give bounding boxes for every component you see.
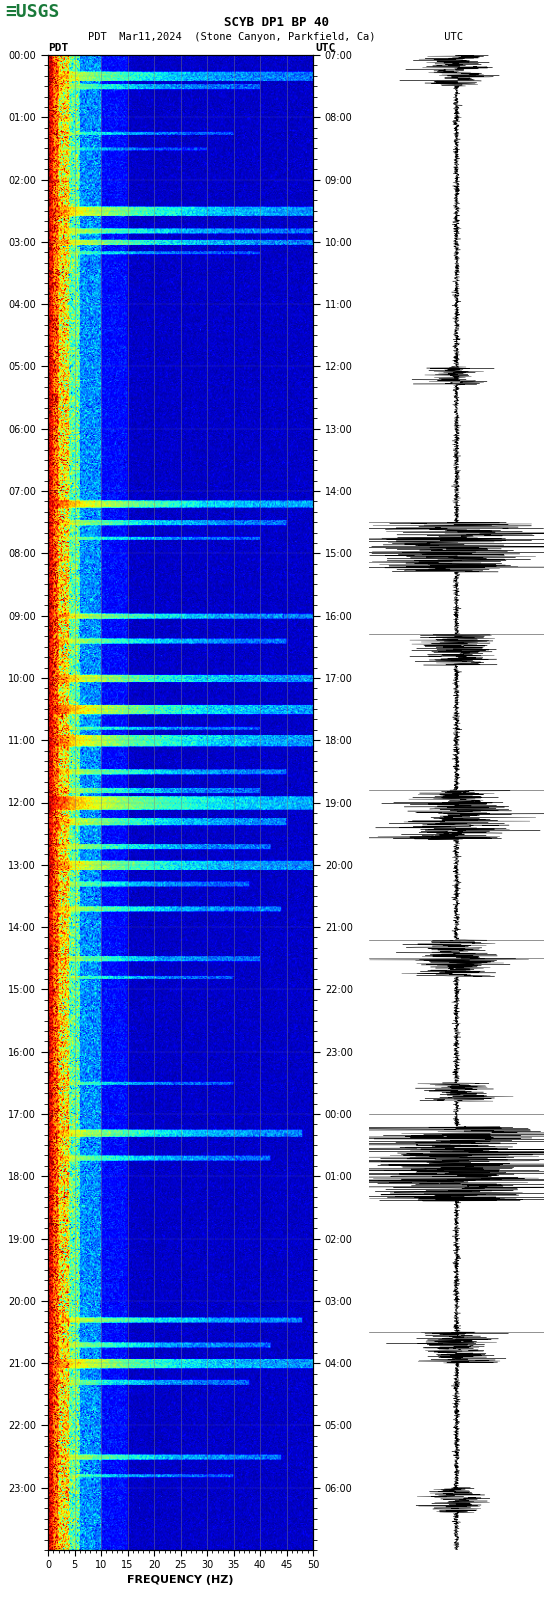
Text: UTC: UTC <box>316 44 336 53</box>
Text: ≡USGS: ≡USGS <box>6 3 60 21</box>
Text: PDT: PDT <box>48 44 68 53</box>
Text: PDT  Mar11,2024  (Stone Canyon, Parkfield, Ca)           UTC: PDT Mar11,2024 (Stone Canyon, Parkfield,… <box>88 32 464 42</box>
Text: SCYB DP1 BP 40: SCYB DP1 BP 40 <box>224 16 328 29</box>
X-axis label: FREQUENCY (HZ): FREQUENCY (HZ) <box>128 1574 233 1584</box>
